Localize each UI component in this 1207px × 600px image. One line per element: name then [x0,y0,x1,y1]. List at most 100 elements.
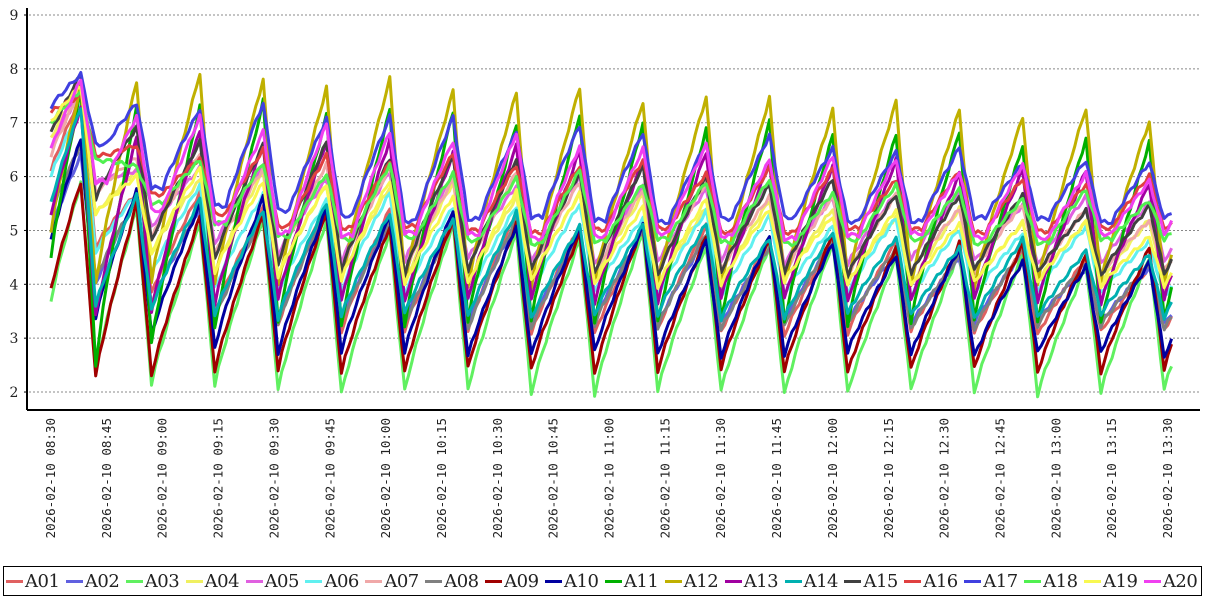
legend-item-a02: A02 [65,570,126,592]
legend-swatch [604,579,622,583]
legend-swatch [1143,579,1161,583]
legend-swatch [65,579,83,583]
legend-label: A03 [144,570,180,592]
legend-swatch [125,579,143,583]
x-tick-label: 2026-02-10 13:15 [1104,418,1119,538]
legend-swatch [784,579,802,583]
legend-label: A04 [204,570,240,592]
x-tick-label: 2026-02-10 10:45 [546,418,561,538]
legend-swatch [485,579,503,583]
legend-swatch [245,579,263,583]
x-axis-ticks: 2026-02-10 08:30 2026-02-10 08:45 2026-02-… [43,418,1175,538]
legend-item-a10: A10 [545,571,605,592]
line-chart: 2 3 4 5 6 7 8 9 2026-02-10 08:30 2026-02-10 08:4… [10,8,1200,538]
legend-label: A16 [923,570,958,592]
legend-item-a01: A01 [6,571,66,592]
legend-label: A20 [1162,570,1198,592]
legend-swatch [1024,579,1042,583]
legend-label: A14 [803,570,839,592]
series-line-a20 [49,78,1173,242]
series-lines [49,71,1174,399]
legend-item-a16: A16 [904,571,964,592]
y-tick-label: 7 [10,116,19,132]
y-tick-label: 5 [10,223,19,239]
legend-label: A07 [384,570,419,592]
legend-label: A05 [264,570,300,592]
legend-label: A01 [25,570,60,592]
legend-swatch [844,579,862,583]
legend-label: A08 [444,570,479,592]
series-line-a03 [49,180,1173,399]
legend-item-a06: A06 [305,571,365,592]
x-tick-label: 2026-02-10 09:00 [155,418,170,538]
legend-swatch [545,579,563,583]
legend-item-a05: A05 [245,570,306,592]
legend-swatch [305,579,323,583]
legend-label: A18 [1043,570,1078,592]
legend-item-a17: A17 [964,571,1024,592]
legend-swatch [664,579,682,583]
x-tick-label: 2026-02-10 10:30 [490,418,505,538]
x-tick-label: 2026-02-10 11:15 [657,418,672,538]
legend-item-a08: A08 [425,571,485,592]
legend-label: A06 [324,570,359,592]
legend-item-a04: A04 [185,570,246,592]
x-tick-label: 2026-02-10 09:30 [266,418,281,538]
legend-item-a11: A11 [604,570,665,592]
legend-label: A12 [683,570,719,592]
y-tick-label: 4 [10,277,19,293]
legend-label: A19 [1103,570,1138,592]
legend-item-a18: A18 [1024,571,1084,592]
legend-item-a15: A15 [844,571,904,592]
series-line-a12 [49,72,1174,291]
x-tick-label: 2026-02-10 08:45 [99,418,114,538]
x-tick-label: 2026-02-10 12:30 [937,418,952,538]
x-tick-label: 2026-02-10 12:15 [881,418,896,538]
x-tick-label: 2026-02-10 10:00 [378,418,393,538]
series-line-a19 [50,85,1173,290]
legend-swatch [6,579,23,583]
x-tick-label: 2026-02-10 12:45 [992,418,1007,538]
y-tick-label: 8 [10,62,19,78]
x-tick-label: 2026-02-10 10:15 [434,418,449,538]
legend-label: A09 [504,570,539,592]
legend-item-a13: A13 [724,570,785,592]
legend-item-a19: A19 [1084,571,1144,592]
y-axis-ticks: 2 3 4 5 6 7 8 9 [10,8,27,401]
y-tick-label: 6 [10,170,19,186]
legend-label: A02 [84,570,120,592]
legend-label: A13 [743,570,779,592]
legend-swatch [1084,579,1102,583]
legend-label: A15 [863,570,898,592]
legend-label: A17 [983,570,1018,592]
legend-item-a14: A14 [784,570,845,592]
series-line-a14 [49,107,1173,323]
series-line-a10 [49,138,1174,360]
x-tick-label: 2026-02-10 13:00 [1048,418,1063,538]
x-tick-label: 2026-02-10 11:30 [713,418,728,538]
legend-item-a03: A03 [125,570,186,592]
x-tick-label: 2026-02-10 12:00 [825,418,840,538]
series-line-a18 [49,89,1172,248]
legend-swatch [904,579,922,583]
x-tick-label: 2026-02-10 09:15 [211,418,226,538]
legend-swatch [365,579,383,583]
legend-label: A11 [623,570,659,592]
legend-swatch [425,579,443,583]
legend-swatch [724,579,742,583]
legend: A01 A02 A03 A04 A05 A06 A07 A08 A09 A10 A11 A12 A13 A… [3,566,1202,596]
series-line-a17 [49,71,1173,226]
x-tick-label: 2026-02-10 11:45 [769,418,784,538]
legend-item-a20: A20 [1143,570,1204,592]
legend-swatch [185,579,203,583]
y-tick-label: 9 [10,8,19,24]
x-tick-label: 2026-02-10 13:30 [1160,418,1175,538]
y-tick-label: 2 [10,385,19,401]
x-tick-label: 2026-02-10 11:00 [602,418,617,538]
legend-swatch [964,579,982,583]
y-tick-label: 3 [10,331,19,347]
legend-item-a12: A12 [664,570,725,592]
x-tick-label: 2026-02-10 08:30 [43,418,58,538]
legend-label: A10 [564,570,599,592]
series-line-a01 [49,93,1173,338]
